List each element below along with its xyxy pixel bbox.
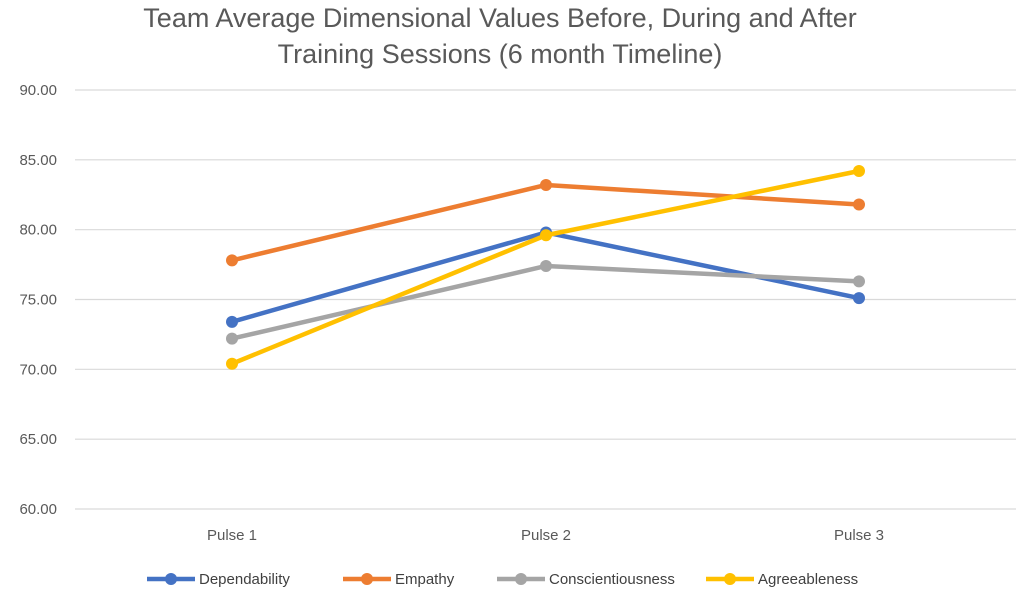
y-tick-label: 90.00 — [19, 82, 57, 99]
series-line-empathy — [229, 182, 862, 263]
data-point-conscientiousness — [540, 259, 552, 272]
chart-title-line-1: Team Average Dimensional Values Before, … — [143, 3, 857, 33]
legend-label: Agreeableness — [758, 571, 858, 588]
series-line-conscientiousness — [229, 263, 862, 341]
y-tick-label: 85.00 — [19, 152, 57, 169]
data-point-empathy — [540, 178, 552, 191]
y-tick-label: 60.00 — [19, 501, 57, 518]
y-axis: 60.00 65.00 70.00 75.00 80.00 85.00 90.00 — [19, 82, 57, 518]
legend: Dependability Empathy Conscientiousness Agr… — [147, 571, 858, 588]
gridlines — [75, 89, 1016, 510]
y-tick-label: 75.00 — [19, 292, 57, 309]
data-point-conscientiousness — [226, 332, 238, 345]
legend-marker-dependability — [165, 573, 177, 585]
data-point-conscientiousness — [853, 275, 865, 288]
data-point-dependability — [853, 292, 865, 305]
legend-label: Empathy — [395, 571, 455, 588]
legend-label: Dependability — [199, 571, 290, 588]
x-tick-label: Pulse 2 — [521, 527, 571, 544]
x-tick-label: Pulse 1 — [207, 527, 257, 544]
data-point-agreeableness — [540, 229, 552, 242]
data-point-agreeableness — [226, 357, 238, 370]
y-tick-label: 70.00 — [19, 361, 57, 378]
chart-title-line-2: Training Sessions (6 month Timeline) — [277, 39, 723, 69]
x-axis: Pulse 1 Pulse 2 Pulse 3 — [207, 527, 884, 544]
legend-label: Conscientiousness — [549, 571, 675, 588]
data-point-agreeableness — [853, 165, 865, 178]
data-point-empathy — [226, 254, 238, 267]
y-tick-label: 65.00 — [19, 431, 57, 448]
legend-marker-agreeableness — [724, 573, 736, 585]
data-point-empathy — [853, 198, 865, 211]
x-tick-label: Pulse 3 — [834, 527, 884, 544]
y-tick-label: 80.00 — [19, 222, 57, 239]
legend-marker-conscientiousness — [515, 573, 527, 585]
legend-marker-empathy — [361, 573, 373, 585]
series-layer — [226, 165, 865, 370]
data-point-dependability — [226, 315, 238, 328]
